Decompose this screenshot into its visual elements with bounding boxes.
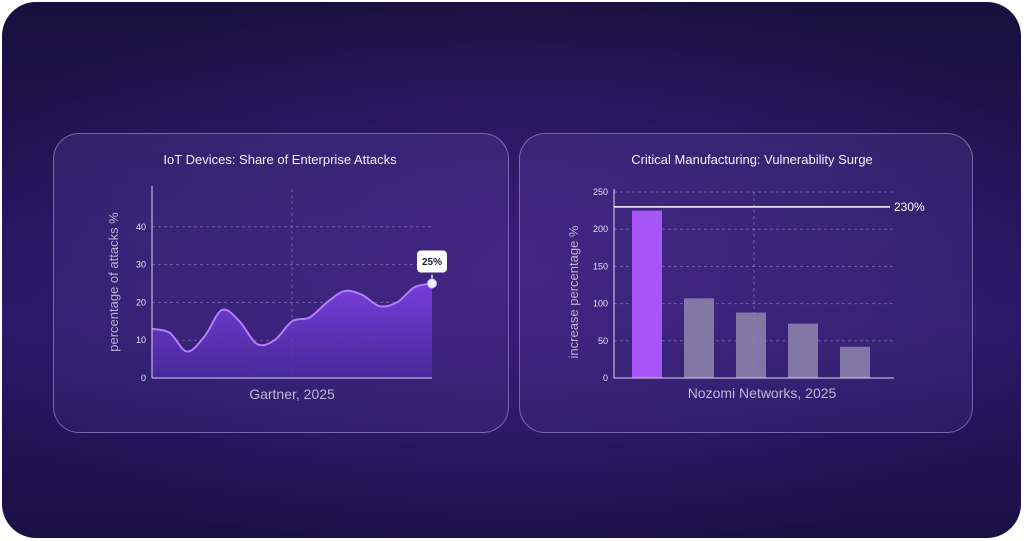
series-line	[151, 282, 433, 353]
y-tick-label: 30	[136, 260, 146, 270]
vulnerability-surge-chart: Critical Manufacturing: Vulnerability Su…	[566, 152, 925, 401]
y-tick-label: 0	[603, 373, 608, 383]
y-tick-label: 10	[136, 335, 146, 345]
area-fill	[152, 283, 432, 378]
y-tick-label: 40	[136, 222, 146, 232]
callout-point	[427, 278, 437, 289]
bar	[736, 312, 766, 378]
bar	[788, 323, 818, 378]
y-tick-label: 100	[593, 299, 608, 309]
y-tick-label: 50	[598, 336, 608, 346]
x-axis-source: Nozomi Networks, 2025	[688, 385, 837, 401]
chart-title: IoT Devices: Share of Enterprise Attacks	[163, 152, 397, 167]
bar	[840, 346, 870, 378]
chart-title: Critical Manufacturing: Vulnerability Su…	[631, 152, 873, 167]
x-axis-source: Gartner, 2025	[249, 386, 335, 402]
callout-box	[417, 250, 447, 273]
bar	[684, 298, 714, 378]
y-tick-label: 150	[593, 261, 608, 271]
manufacturing-chart-card: Critical Manufacturing: Vulnerability Su…	[519, 133, 973, 433]
y-tick-label: 0	[141, 373, 146, 383]
y-axis-title: increase percentage %	[566, 225, 581, 358]
reference-label: 230%	[894, 200, 925, 214]
callout-label: 25%	[422, 257, 442, 268]
y-axis-title: percentage of attacks %	[106, 212, 121, 352]
iot-attack-share-chart: IoT Devices: Share of Enterprise Attacks…	[106, 152, 447, 402]
iot-chart-card: IoT Devices: Share of Enterprise Attacks…	[53, 133, 509, 433]
y-tick-label: 20	[136, 297, 146, 307]
y-tick-label: 200	[593, 224, 608, 234]
bar	[632, 210, 662, 378]
y-tick-label: 250	[593, 187, 608, 197]
